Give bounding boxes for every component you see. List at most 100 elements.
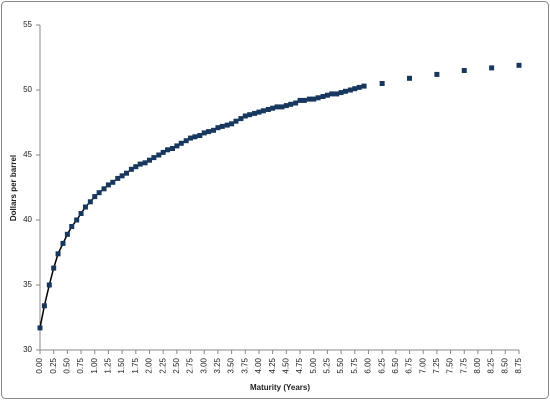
y-tick-label: 55	[23, 20, 32, 29]
y-tick-label: 30	[23, 345, 32, 354]
data-point	[146, 157, 152, 163]
data-point	[407, 75, 413, 81]
data-point	[55, 251, 61, 257]
x-tick-label: 7.00	[418, 357, 427, 373]
data-point	[192, 134, 198, 140]
data-point	[82, 204, 88, 210]
data-point	[188, 135, 194, 141]
x-tick-label: 6.75	[405, 357, 414, 373]
data-point	[347, 87, 353, 93]
data-point	[306, 96, 312, 102]
x-tick-label: 5.50	[336, 357, 345, 373]
data-point	[329, 91, 335, 97]
data-point	[301, 97, 307, 103]
data-point	[78, 211, 84, 216]
data-point	[247, 112, 253, 118]
x-tick-label: 2.50	[172, 357, 181, 373]
x-tick-label: 5.75	[350, 357, 359, 373]
data-point	[211, 127, 217, 133]
data-point	[206, 129, 212, 135]
data-point	[516, 62, 522, 68]
data-point	[338, 90, 344, 96]
x-tick-label: 4.00	[254, 357, 263, 373]
data-point	[461, 68, 467, 73]
data-point	[110, 179, 116, 185]
data-point	[74, 217, 80, 223]
x-tick-label: 8.00	[473, 357, 482, 373]
data-point	[183, 138, 189, 144]
data-point	[128, 166, 134, 172]
x-tick-label: 2.75	[186, 357, 195, 373]
y-tick-label: 45	[23, 150, 32, 159]
data-point	[297, 97, 303, 103]
x-tick-label: 3.75	[240, 357, 249, 373]
data-point	[133, 164, 139, 170]
data-point	[379, 81, 385, 86]
x-tick-label: 0.50	[62, 357, 71, 373]
data-point	[334, 91, 340, 97]
data-point	[434, 71, 440, 77]
x-tick-label: 7.75	[459, 357, 468, 373]
data-point	[274, 104, 280, 110]
x-tick-label: 5.25	[323, 357, 332, 373]
data-point	[324, 92, 330, 98]
data-point	[270, 105, 276, 111]
data-point	[197, 133, 203, 138]
data-point	[151, 155, 157, 161]
data-point	[87, 199, 93, 205]
data-point	[101, 186, 107, 192]
y-tick-label: 40	[23, 215, 32, 224]
data-point	[293, 100, 299, 106]
data-point	[46, 282, 52, 288]
data-point	[352, 86, 358, 92]
data-point	[256, 109, 262, 115]
x-tick-label: 3.50	[227, 357, 236, 373]
x-tick-label: 7.50	[446, 357, 455, 373]
data-point	[320, 94, 326, 99]
x-tick-label: 2.00	[145, 357, 154, 373]
y-tick-label: 50	[23, 85, 32, 94]
data-point	[260, 108, 266, 114]
x-tick-label: 8.50	[500, 357, 509, 373]
data-point	[201, 130, 207, 136]
data-point	[252, 110, 258, 116]
x-tick-label: 7.25	[432, 357, 441, 373]
x-tick-label: 3.25	[213, 357, 222, 373]
data-point	[37, 325, 43, 331]
data-point	[315, 95, 321, 101]
x-tick-label: 5.00	[309, 357, 318, 373]
x-tick-label: 0.25	[49, 357, 58, 373]
data-point	[361, 83, 367, 89]
y-tick-label: 35	[23, 280, 32, 289]
data-point	[123, 170, 129, 176]
data-point	[242, 113, 248, 119]
x-tick-label: 1.75	[131, 357, 140, 373]
data-point	[178, 140, 184, 146]
x-axis-title: Maturity (Years)	[250, 383, 310, 392]
data-point	[174, 143, 180, 149]
data-point	[311, 96, 317, 102]
data-point	[41, 303, 47, 309]
data-point	[489, 65, 495, 71]
x-tick-label: 8.25	[487, 357, 496, 373]
x-tick-label: 6.25	[377, 357, 386, 373]
data-point	[92, 194, 98, 200]
data-point	[119, 173, 125, 179]
data-point	[137, 161, 143, 167]
data-point	[288, 101, 294, 107]
data-point	[356, 84, 362, 90]
data-point	[142, 160, 148, 166]
data-point	[165, 147, 171, 153]
data-point	[233, 118, 239, 124]
data-point	[64, 231, 70, 237]
data-point	[156, 152, 162, 158]
data-point	[219, 123, 225, 129]
x-tick-label: 1.25	[104, 357, 113, 373]
data-point	[169, 146, 175, 151]
data-point	[96, 190, 102, 196]
x-tick-label: 4.75	[295, 357, 304, 373]
x-tick-label: 2.25	[158, 357, 167, 373]
